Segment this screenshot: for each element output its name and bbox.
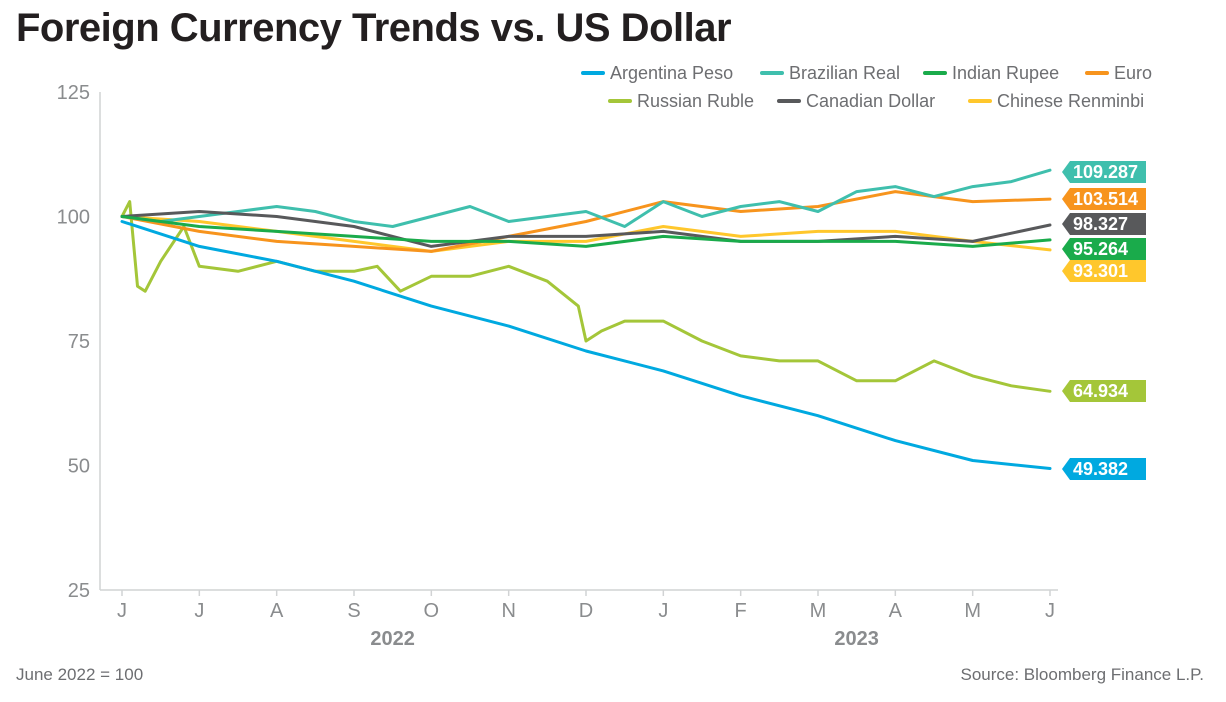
end-label-canadian-dollar: 98.327 <box>1073 214 1128 234</box>
x-year-label: 2023 <box>834 628 879 650</box>
end-label-bg-brazilian-real <box>1062 161 1146 183</box>
chart-axes: 125 100 75 50 25 J J A S O N D J F M A M J 2022 2023 <box>57 82 1058 650</box>
y-tick-label: 75 <box>68 331 90 353</box>
end-label-bg-russian-ruble <box>1062 380 1146 402</box>
end-label-argentina-peso: 49.382 <box>1073 459 1128 479</box>
x-tick-label: M <box>810 600 827 622</box>
x-tick-label: D <box>579 600 593 622</box>
legend-label-chinese-renminbi: Chinese Renminbi <box>997 91 1144 111</box>
chart-title: Foreign Currency Trends vs. US Dollar <box>16 6 732 50</box>
series-line-canadian-dollar <box>120 210 1052 248</box>
legend-label-russian-ruble: Russian Ruble <box>637 91 754 111</box>
x-tick-label: J <box>194 600 204 622</box>
x-tick-label: M <box>964 600 981 622</box>
source-note: Source: Bloomberg Finance L.P. <box>960 665 1205 684</box>
end-label-bg-argentina-peso <box>1062 458 1146 480</box>
x-tick-label: N <box>501 600 515 622</box>
x-year-label: 2022 <box>370 628 415 650</box>
series-line-brazilian-real <box>120 168 1052 228</box>
chart-legend: Argentina Peso Brazilian Real Indian Rupee… <box>581 63 1152 111</box>
end-label-bg-chinese-renminbi <box>1062 260 1146 282</box>
end-label-brazilian-real: 109.287 <box>1073 162 1138 182</box>
legend-label-brazilian-real: Brazilian Real <box>789 63 900 83</box>
chart-series-lines <box>120 168 1052 470</box>
series-line-euro <box>120 190 1052 253</box>
end-label-chinese-renminbi: 93.301 <box>1073 261 1128 281</box>
x-tick-label: O <box>424 600 440 622</box>
y-tick-label: 125 <box>57 82 90 104</box>
x-tick-label: S <box>347 600 360 622</box>
x-tick-label: A <box>889 600 903 622</box>
series-line-argentina-peso <box>120 220 1052 470</box>
y-tick-label: 25 <box>68 580 90 602</box>
legend-label-indian-rupee: Indian Rupee <box>952 63 1059 83</box>
end-label-bg-indian-rupee <box>1062 238 1146 260</box>
legend-label-euro: Euro <box>1114 63 1152 83</box>
x-tick-label: J <box>658 600 668 622</box>
y-tick-label: 50 <box>68 456 90 478</box>
x-tick-label: J <box>117 600 127 622</box>
series-line-indian-rupee <box>120 215 1052 248</box>
x-tick-label: J <box>1045 600 1055 622</box>
x-tick-label: F <box>735 600 747 622</box>
y-tick-label: 100 <box>57 207 90 229</box>
x-tick-label: A <box>270 600 284 622</box>
series-line-russian-ruble <box>120 200 1052 393</box>
index-footnote: June 2022 = 100 <box>16 665 144 684</box>
legend-label-canadian-dollar: Canadian Dollar <box>806 91 935 111</box>
end-label-bg-canadian-dollar <box>1062 213 1146 235</box>
end-label-russian-ruble: 64.934 <box>1073 381 1128 401</box>
end-label-euro: 103.514 <box>1073 189 1138 209</box>
end-label-indian-rupee: 95.264 <box>1073 239 1128 259</box>
legend-label-argentina-peso: Argentina Peso <box>610 63 733 83</box>
end-label-bg-euro <box>1062 188 1146 210</box>
